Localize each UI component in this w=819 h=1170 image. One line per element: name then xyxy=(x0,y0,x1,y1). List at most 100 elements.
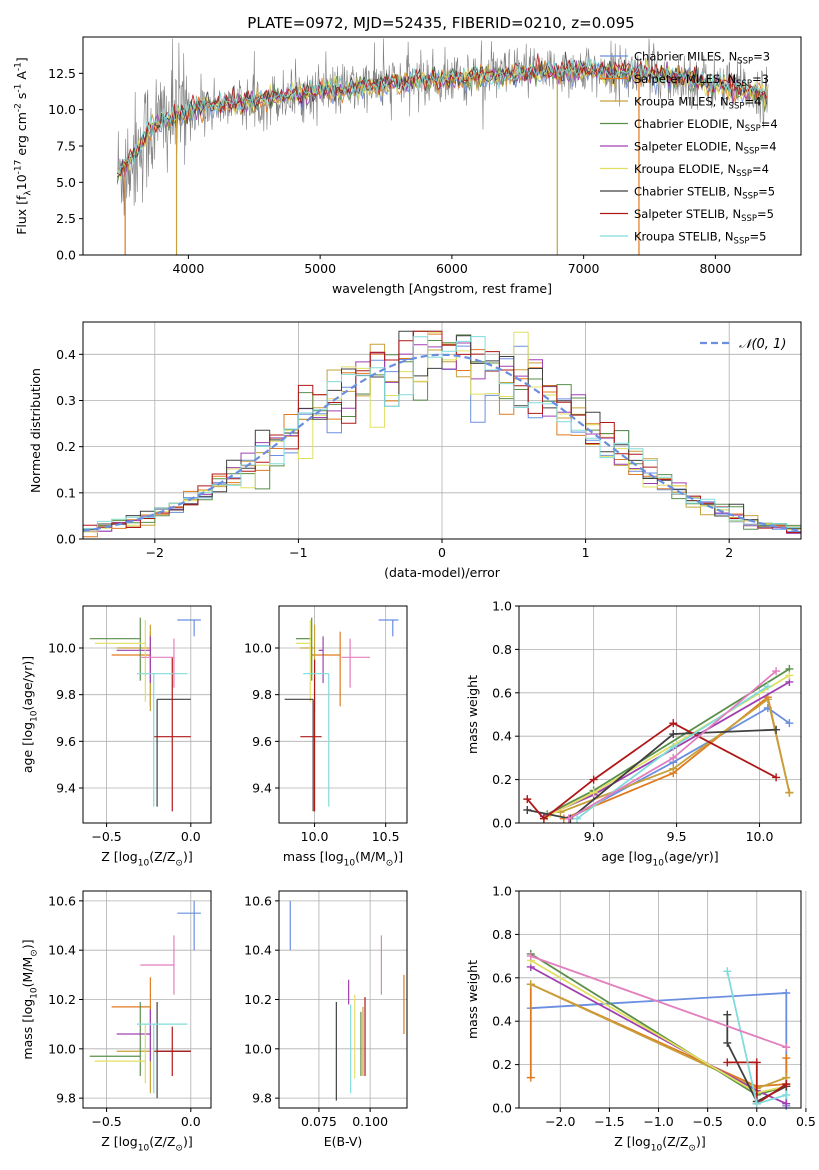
x-tick-label: 4000 xyxy=(172,261,204,276)
x-tick-label: 0.100 xyxy=(352,1114,388,1129)
weight-marker xyxy=(589,788,598,797)
axes-mass-ebv: 0.075 0.100 9.8 10.0 10.2 10.4 10.6 E(B-V) xyxy=(244,890,408,1149)
weight-line xyxy=(530,955,787,1049)
weight-marker xyxy=(669,764,678,773)
legend-label: Chabrier ELODIE, NSSP=4 xyxy=(634,117,778,134)
x-tick-label: −2 xyxy=(146,545,164,560)
x-tick-label: 5000 xyxy=(304,261,336,276)
x-axis-label: Z [log10(Z/Z⊙)] xyxy=(101,849,192,868)
y-tick-label: 0.1 xyxy=(56,485,76,500)
y-axis-label: mass [log10(M/M⊙)] xyxy=(20,939,39,1059)
x-tick-label: −1.0 xyxy=(643,1114,673,1129)
axes-residuals: −2 −1 0 1 2 0.0 0.1 0.2 0.3 0.4 (data-model)/error… xyxy=(28,321,802,580)
weight-marker xyxy=(723,1038,732,1047)
normal-curve xyxy=(82,353,802,532)
x-tick-label: 0.0 xyxy=(181,1114,201,1129)
axes-frame xyxy=(518,605,802,824)
x-tick-label: 10.5 xyxy=(372,829,400,844)
x-tick-label: 0.0 xyxy=(747,1114,767,1129)
y-tick-label: 0.2 xyxy=(56,439,76,454)
y-tick-label: 10.0 xyxy=(244,641,272,656)
y-tick-label: 0.8 xyxy=(492,642,512,657)
x-tick-label: 0.5 xyxy=(796,1114,816,1129)
weight-marker xyxy=(526,1073,535,1082)
weight-marker xyxy=(573,814,582,823)
weight-marker xyxy=(723,1010,732,1019)
y-tick-label: 1.0 xyxy=(492,599,512,614)
x-tick-label: 0.075 xyxy=(301,1114,337,1129)
x-tick-label: 7000 xyxy=(568,261,600,276)
y-tick-label: 2.5 xyxy=(56,211,76,226)
x-tick-label: 2 xyxy=(725,545,733,560)
weight-marker xyxy=(589,775,598,784)
weight-marker xyxy=(782,988,791,997)
weight-marker xyxy=(782,1080,791,1089)
y-axis-label: Flux [fλ10-17 erg cm-2 s-1 A-1] xyxy=(13,57,33,235)
x-tick-label: −2.0 xyxy=(545,1114,575,1129)
x-axis-label: Z [log10(Z/Z⊙)] xyxy=(614,1134,705,1153)
legend-label: Salpeter STELIB, NSSP=5 xyxy=(634,207,774,224)
legend-label: Chabrier STELIB, NSSP=5 xyxy=(634,185,775,202)
x-tick-label: 6000 xyxy=(436,261,468,276)
x-axis-label: age [log10(age/yr)] xyxy=(601,849,718,868)
axes-frame xyxy=(82,605,212,824)
weight-marker xyxy=(526,952,535,961)
weight-marker xyxy=(782,1099,791,1108)
weight-marker xyxy=(539,814,548,823)
x-tick-label: 0 xyxy=(438,545,446,560)
x-tick-label: 10.0 xyxy=(301,829,329,844)
y-tick-label: 10.2 xyxy=(48,992,76,1007)
weight-marker xyxy=(523,795,532,804)
legend-label: 𝒩(0, 1) xyxy=(739,337,786,352)
y-tick-label: 10.4 xyxy=(48,943,76,958)
legend-label: Kroupa ELODIE, NSSP=4 xyxy=(634,162,769,179)
y-tick-label: 10.6 xyxy=(48,893,76,908)
weight-marker xyxy=(669,753,678,762)
histogram-kroupa_stelib xyxy=(83,336,801,530)
weight-marker xyxy=(772,725,781,734)
weight-marker xyxy=(782,1043,791,1052)
weight-marker xyxy=(785,788,794,797)
weight-marker xyxy=(785,671,794,680)
x-axis-label: mass [log10(M/M⊙)] xyxy=(283,849,403,868)
weight-marker xyxy=(782,1090,791,1099)
x-tick-label: −0.5 xyxy=(692,1114,722,1129)
y-tick-label: 10.0 xyxy=(244,1041,272,1056)
x-axis-label: wavelength [Angstrom, rest frame] xyxy=(332,281,552,296)
y-tick-label: 0.0 xyxy=(492,816,512,831)
weight-marker xyxy=(669,719,678,728)
x-tick-label: 0.0 xyxy=(181,829,201,844)
y-tick-label: 9.8 xyxy=(252,687,272,702)
y-tick-label: 7.5 xyxy=(56,139,76,154)
legend-label: Chabrier MILES, NSSP=3 xyxy=(634,50,770,67)
y-tick-label: 10.0 xyxy=(48,1041,76,1056)
y-tick-label: 0.2 xyxy=(492,1057,512,1072)
y-axis-label: mass weight xyxy=(465,960,480,1039)
weight-marker xyxy=(763,682,772,691)
figure-title: PLATE=0972, MJD=52435, FIBERID=0210, z=0… xyxy=(247,14,634,32)
x-tick-label: 9.0 xyxy=(584,829,604,844)
y-tick-label: 9.6 xyxy=(56,734,76,749)
weight-marker xyxy=(526,980,535,989)
weight-line xyxy=(727,1061,787,1106)
weight-marker xyxy=(564,814,573,823)
legend-label: Kroupa STELIB, NSSP=5 xyxy=(634,230,766,247)
y-tick-label: 0.0 xyxy=(56,532,76,547)
y-tick-label: 0.0 xyxy=(56,248,76,263)
x-tick-label: 10.0 xyxy=(746,829,774,844)
weight-marker xyxy=(772,667,781,676)
axes-frame xyxy=(278,605,408,824)
weight-marker xyxy=(669,743,678,752)
legend-label: Salpeter ELODIE, NSSP=4 xyxy=(634,140,777,157)
y-tick-label: 10.6 xyxy=(244,893,272,908)
y-tick-label: 0.6 xyxy=(492,685,512,700)
y-tick-label: 10.0 xyxy=(48,641,76,656)
x-axis-label: (data-model)/error xyxy=(384,565,501,580)
weight-marker xyxy=(669,730,678,739)
weight-marker xyxy=(723,967,732,976)
y-tick-label: 0.4 xyxy=(492,729,512,744)
model-kroupa_stelib xyxy=(116,56,767,174)
y-tick-label: 9.4 xyxy=(56,781,76,796)
x-axis-label: Z [log10(Z/Z⊙)] xyxy=(101,1134,192,1153)
